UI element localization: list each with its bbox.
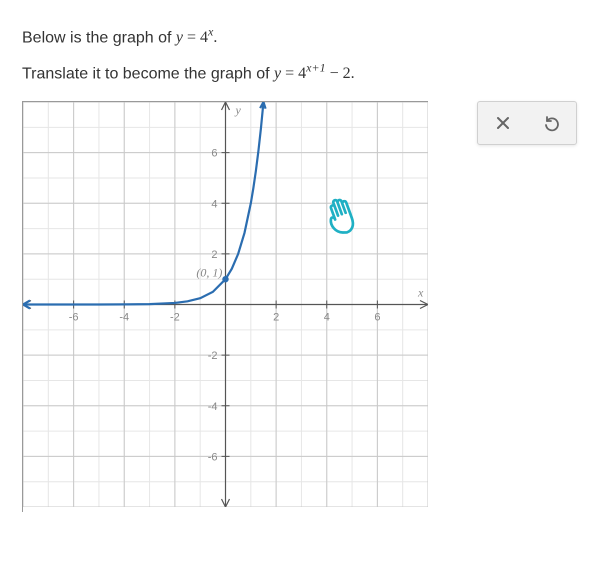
eq-exp: x: [208, 25, 213, 39]
svg-text:2: 2: [211, 249, 217, 261]
svg-text:4: 4: [211, 198, 217, 210]
svg-text:y: y: [235, 103, 242, 117]
svg-text:-2: -2: [208, 350, 218, 362]
close-button[interactable]: [492, 112, 514, 134]
svg-text:6: 6: [211, 148, 217, 160]
toolbar: [477, 101, 577, 145]
svg-text:-4: -4: [208, 401, 218, 413]
graph-plot[interactable]: -6 -4 -2 2 4 6 -6 -4 -2 2 4 6 x y (0, 1): [23, 102, 428, 507]
svg-text:6: 6: [374, 312, 380, 324]
svg-text:x: x: [417, 286, 424, 300]
eq-base: 4: [200, 29, 208, 46]
prompt-line-1: Below is the graph of y = 4x.: [22, 22, 575, 52]
svg-text:-6: -6: [69, 312, 79, 324]
text: Below is the graph of: [22, 29, 176, 46]
undo-button[interactable]: [541, 112, 563, 134]
prompt-line-2: Translate it to become the graph of y = …: [22, 58, 575, 88]
eq-base: 4: [298, 65, 306, 82]
eq-tail: − 2: [326, 65, 351, 82]
eq-lhs: y: [274, 65, 281, 82]
svg-text:(0, 1): (0, 1): [196, 266, 222, 280]
eq-exp: x+1: [306, 61, 325, 75]
svg-text:4: 4: [324, 312, 330, 324]
svg-text:-4: -4: [119, 312, 129, 324]
close-icon: [495, 115, 511, 131]
svg-text:-6: -6: [208, 451, 218, 463]
text: Translate it to become the graph of: [22, 65, 274, 82]
svg-text:2: 2: [273, 312, 279, 324]
undo-icon: [543, 114, 561, 132]
svg-text:-2: -2: [170, 312, 180, 324]
eq-lhs: y: [176, 29, 183, 46]
